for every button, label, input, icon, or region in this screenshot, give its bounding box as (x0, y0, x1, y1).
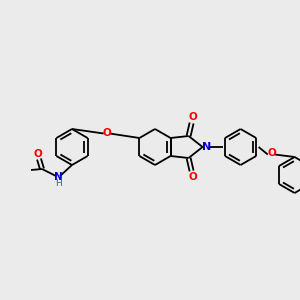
Text: O: O (188, 172, 197, 182)
Text: N: N (54, 172, 62, 182)
Text: O: O (188, 112, 197, 122)
Text: N: N (202, 142, 211, 152)
Text: O: O (267, 148, 276, 158)
Text: H: H (55, 178, 62, 188)
Text: O: O (102, 128, 111, 137)
Text: O: O (34, 149, 42, 159)
